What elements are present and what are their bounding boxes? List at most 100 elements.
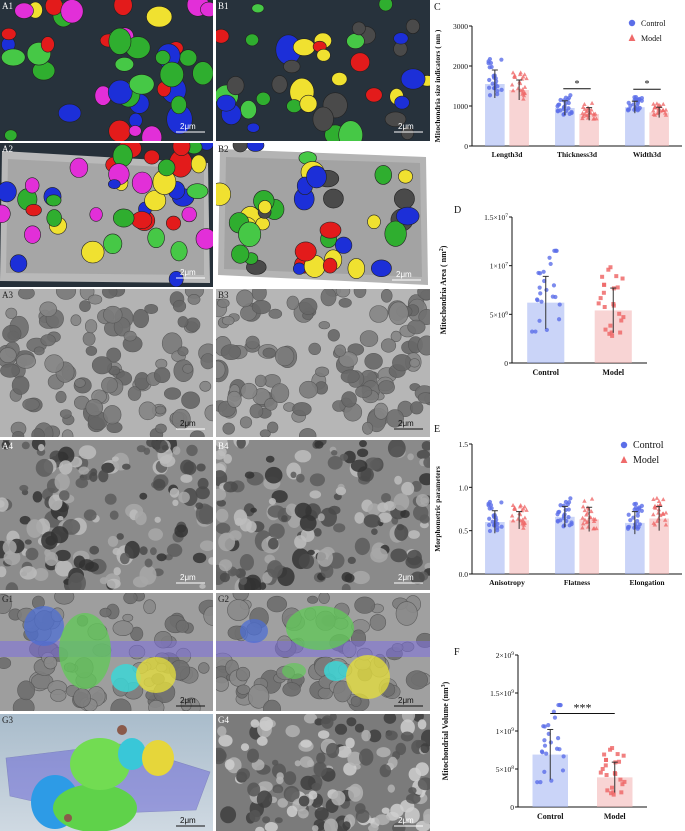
texture-shape [15,353,36,369]
texture-shape [221,315,235,326]
data-point [654,495,660,500]
texture-shape [78,445,97,460]
y-tick-label: 1.5 [459,440,469,449]
texture-shape [177,346,189,357]
texture-shape [259,582,267,590]
data-point [557,302,562,307]
texture-shape [122,463,131,470]
texture-shape [264,398,278,411]
texture-shape [415,762,429,776]
texture-shape [365,87,383,103]
texture-shape [208,557,213,565]
b2-overlay-render [216,143,428,285]
texture-shape [240,100,257,120]
data-point [535,780,540,785]
data-point [653,505,658,510]
texture-shape [283,59,301,74]
texture-shape [378,380,395,395]
texture-shape [195,486,210,500]
panel-a4-sem: A4 2μm [0,440,213,590]
texture-shape [108,179,121,189]
texture-shape [312,106,334,132]
texture-shape [400,731,414,742]
data-point [538,291,543,296]
texture-shape [235,666,251,682]
texture-shape [341,391,357,408]
texture-shape [128,125,142,137]
data-point [568,496,573,501]
texture-shape [346,717,357,727]
texture-shape [229,530,242,541]
texture-shape [319,221,342,239]
texture-shape [331,72,348,86]
texture-shape [114,57,134,72]
data-point [521,93,527,98]
texture-shape [58,460,73,475]
texture-shape [73,688,92,708]
texture-shape [85,398,104,417]
y-tick-label: 0 [504,359,508,368]
texture-shape [155,423,167,434]
panel-b4-sem: B4 2μm [216,440,430,590]
texture-shape [259,429,271,437]
data-point [617,759,622,764]
texture-shape [354,537,370,556]
data-point [524,507,529,512]
y-axis-label: Mitochondria size indicators ( nm ) [433,29,442,142]
texture-shape [57,446,75,464]
texture-shape [113,567,121,576]
b4-sem-image [216,440,430,590]
data-point [544,287,549,293]
texture-shape [267,505,285,518]
texture-shape [153,478,166,491]
texture-shape [299,380,318,399]
texture-shape [144,190,167,212]
texture-shape [239,416,253,429]
data-point [651,512,656,517]
texture-shape [239,554,254,571]
texture-shape [317,513,325,522]
y-tick-label: 0 [464,142,468,151]
texture-shape [0,204,11,223]
data-point [625,107,631,112]
texture-shape [268,308,283,319]
y-tick-label: 5×108 [496,765,514,774]
data-point [619,318,624,323]
texture-shape [272,759,279,766]
texture-shape [5,582,19,590]
texture-shape [123,593,138,605]
data-point [521,525,526,530]
texture-shape [283,785,300,803]
texture-shape [308,790,318,800]
texture-shape [123,330,137,342]
data-point [552,715,558,720]
texture-shape [198,662,210,674]
texture-shape [327,329,340,342]
g4-sem-image [216,714,430,831]
data-point [517,72,523,77]
bar [649,112,669,146]
texture-shape [17,680,36,701]
texture-shape [216,749,227,762]
texture-shape [216,182,231,206]
data-point [540,750,545,755]
data-point [661,107,666,112]
texture-shape [347,751,363,766]
texture-shape [367,503,381,516]
texture-shape [60,0,84,24]
data-point [542,738,547,743]
texture-shape [369,614,387,631]
texture-shape [360,467,374,482]
data-point [608,323,613,328]
texture-shape [334,344,346,357]
texture-shape [236,440,246,449]
data-point [553,294,558,300]
texture-shape [108,27,132,55]
data-point [524,76,529,81]
legend-label: Control [633,440,664,451]
data-point [580,525,585,530]
texture-shape [405,670,428,690]
y-tick-label: 3000 [453,22,468,31]
texture-shape [159,61,184,88]
texture-shape [111,456,119,462]
